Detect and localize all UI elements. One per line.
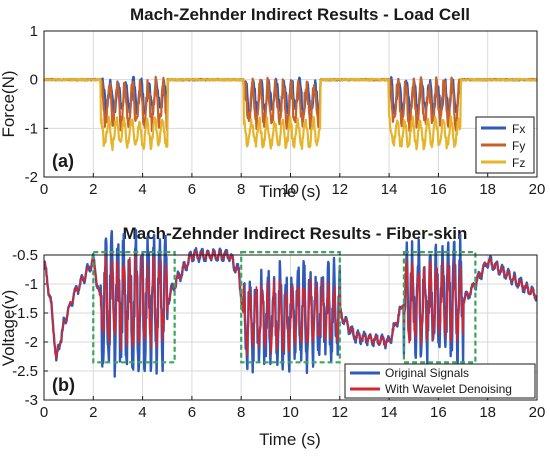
panel-a-legend: Fx Fy Fz	[475, 116, 535, 174]
panel-a-legend-label-fy: Fy	[512, 139, 525, 153]
panel-a-x-tick-label: 4	[138, 181, 146, 198]
panel-b-frame	[43, 254, 538, 401]
panel-a-legend-label-fx: Fx	[512, 122, 525, 136]
panel-a-x-tick-label: 6	[188, 181, 196, 198]
panel-b-x-tick-label: 14	[381, 404, 398, 421]
panel-a-x-tick-label: 10	[282, 181, 299, 198]
panel-b-x-tick-label: 0	[40, 404, 48, 421]
panel-a-x-tick-label: 8	[237, 181, 245, 198]
panel-a-x-tick-label: 14	[381, 181, 398, 198]
panel-b-series-denoised-line	[43, 249, 538, 360]
panel-b-y-label: Voltage(v)	[0, 290, 18, 367]
panel-a-x-tick-label: 0	[40, 181, 48, 198]
panel-a-label: (a)	[52, 151, 74, 171]
panel-b-x-tick-label: 12	[331, 404, 348, 421]
panel-a-legend-label-fz: Fz	[512, 156, 525, 170]
panel-b-highlight-box	[240, 251, 341, 364]
panel-b-x-tick-label: 16	[430, 404, 447, 421]
panel-a-y-tick-label: -2	[25, 169, 38, 186]
panel-a-series-fy-line	[43, 75, 538, 133]
panel-b-y-ticks: -0.5 -1 -1.5 -2 -2.5 -3	[12, 247, 48, 409]
panel-a-series-fz-line	[43, 77, 538, 152]
panel-a-y-label: Force(N)	[0, 70, 18, 137]
panel-a-series	[43, 75, 538, 152]
panel-b-legend: Original Signals With Wavelet Denoising	[344, 363, 536, 399]
panel-a-x-ticks: 0 2 4 6 8 10 12 14 16 18 20	[40, 173, 546, 198]
panel-b-x-tick-label: 2	[89, 404, 97, 421]
panel-b-highlight-box	[92, 251, 176, 364]
panel-b-x-tick-label: 8	[237, 404, 245, 421]
panel-a-x-tick-label: 2	[89, 181, 97, 198]
panel-b-highlight-box	[402, 251, 477, 364]
panel-a-x-tick-label: 16	[430, 181, 447, 198]
panel-b-title: Mach-Zehnder Indirect Results - Fiber-sk…	[123, 224, 468, 243]
panel-a-title: Mach-Zehnder Indirect Results - Load Cel…	[130, 5, 470, 24]
panel-b: Mach-Zehnder Indirect Results - Fiber-sk…	[0, 224, 545, 449]
panel-a: Mach-Zehnder Indirect Results - Load Cel…	[0, 5, 545, 201]
panel-b-series	[43, 229, 538, 378]
panel-b-x-tick-label: 4	[138, 404, 146, 421]
panel-a-x-tick-label: 12	[331, 181, 348, 198]
panel-b-y-tick-label: -0.5	[12, 247, 38, 264]
panel-a-frame	[43, 30, 538, 178]
panel-b-legend-box	[344, 363, 536, 399]
panel-b-legend-label-denoised: With Wavelet Denoising	[385, 382, 512, 396]
panel-b-label: (b)	[52, 375, 75, 395]
panel-a-y-tick-label: 1	[30, 23, 38, 40]
panel-b-x-ticks: 0 2 4 6 8 10 12 14 16 18 20	[40, 396, 546, 421]
panel-b-x-tick-label: 18	[479, 404, 496, 421]
panel-b-highlight-boxes	[92, 251, 477, 364]
panel-b-x-tick-label: 10	[282, 404, 299, 421]
panel-a-y-tick-label: 0	[30, 72, 38, 89]
panel-a-x-tick-label: 18	[479, 181, 496, 198]
panel-a-x-tick-label: 20	[529, 181, 546, 198]
panel-b-x-tick-label: 6	[188, 404, 196, 421]
panel-a-x-label: Time (s)	[259, 182, 321, 201]
panel-b-y-tick-label: -1.5	[12, 305, 38, 322]
panel-b-y-tick-label: -3	[25, 392, 38, 409]
panel-b-y-tick-label: -2.5	[12, 363, 38, 380]
panel-b-x-label: Time (s)	[259, 430, 321, 449]
panel-b-legend-label-original: Original Signals	[385, 366, 469, 380]
panel-b-x-tick-label: 20	[529, 404, 546, 421]
panel-a-y-tick-label: -1	[25, 120, 38, 137]
panel-b-y-tick-label: -2	[25, 334, 38, 351]
panel-b-y-tick-label: -1	[25, 276, 38, 293]
